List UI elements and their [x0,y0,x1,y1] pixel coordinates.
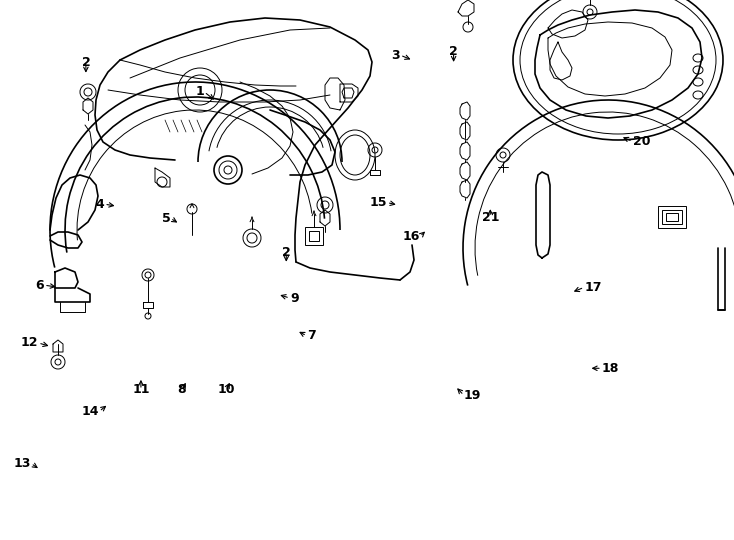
Text: 11: 11 [132,383,150,396]
Text: 9: 9 [290,292,299,305]
Bar [658,206,686,228]
Text: 10: 10 [217,383,235,396]
Text: 5: 5 [161,212,170,225]
Text: 14: 14 [81,405,99,418]
Bar [666,213,678,221]
Text: 16: 16 [402,230,420,243]
Bar [305,227,323,245]
Text: 3: 3 [391,49,400,62]
Text: 19: 19 [464,389,482,402]
Text: 4: 4 [95,198,104,211]
Text: 20: 20 [633,135,650,148]
Text: 18: 18 [602,362,619,375]
Text: 21: 21 [482,211,499,224]
Text: 13: 13 [13,457,31,470]
Bar [662,210,682,224]
Text: 6: 6 [35,279,44,292]
Text: 7: 7 [307,329,316,342]
Text: 12: 12 [21,336,38,349]
Text: 17: 17 [584,281,602,294]
Text: 2: 2 [449,45,458,58]
Text: 2: 2 [81,56,90,69]
Text: 2: 2 [282,246,291,259]
Bar [309,231,319,241]
Text: 15: 15 [369,196,387,209]
Text: 8: 8 [178,383,186,396]
Text: 1: 1 [195,85,204,98]
